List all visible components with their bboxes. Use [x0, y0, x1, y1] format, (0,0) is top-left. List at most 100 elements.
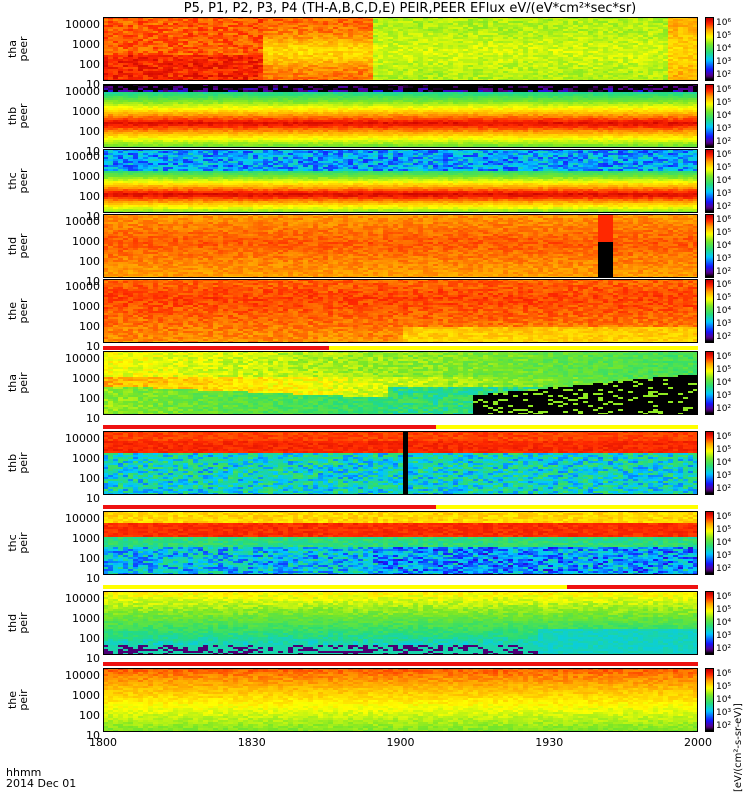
panel-ylabel: tha peer [6, 36, 30, 62]
ytick-label: 10000 [65, 592, 100, 605]
colorbar-tick-label: 10⁴ [716, 44, 732, 54]
colorbar-tick-label: 10⁶ [716, 352, 732, 362]
colorbar-tick-label: 10² [716, 202, 732, 212]
colorbar-tick-label: 10⁴ [716, 695, 732, 705]
colorbar-tick-label: 10⁶ [716, 592, 732, 602]
colorbar-tick-label: 10⁶ [716, 18, 732, 28]
colorbar-tick-label: 10⁵ [716, 163, 732, 173]
colorbar [705, 511, 714, 575]
spectrogram-thd-peer [103, 214, 698, 278]
spectrogram-tha-peer [103, 17, 698, 81]
panel-ylabel: thb peir [6, 452, 30, 474]
colorbar-tick-label: 10⁴ [716, 176, 732, 186]
spectrogram-the-peer [103, 279, 698, 343]
ytick-label: 10 [86, 652, 100, 665]
ytick-label: 100 [79, 255, 100, 268]
colorbar-tick-label: 10⁶ [716, 280, 732, 290]
ytick-label: 1000 [72, 300, 100, 313]
ytick-label: 10000 [65, 280, 100, 293]
colorbar-tick-label: 10³ [716, 708, 732, 718]
ytick-label: 10000 [65, 352, 100, 365]
colorbar [705, 84, 714, 148]
panel-ylabel: thd peir [6, 612, 30, 634]
colorbar-tick-label: 10⁵ [716, 445, 732, 455]
spectrogram-thc-peer [103, 149, 698, 213]
panel-ylabel: thc peer [6, 168, 30, 194]
colorbar [705, 591, 714, 655]
colorbar [705, 351, 714, 415]
panel-ylabel: thd peer [6, 233, 30, 259]
colorbar-tick-label: 10⁴ [716, 458, 732, 468]
spectrogram-thb-peir [103, 431, 698, 495]
status-strip [103, 505, 698, 509]
ytick-label: 1000 [72, 170, 100, 183]
spectrogram-thb-peer [103, 84, 698, 148]
ytick-label: 100 [79, 552, 100, 565]
xtick-label: 2000 [684, 736, 712, 749]
panel-ylabel: thb peer [6, 103, 30, 129]
ytick-label: 10 [86, 729, 100, 742]
colorbar-tick-label: 10⁵ [716, 293, 732, 303]
colorbar-tick-label: 10⁴ [716, 378, 732, 388]
colorbar-tick-label: 10² [716, 137, 732, 147]
ytick-label: 1000 [72, 689, 100, 702]
panel-ylabel: the peer [6, 298, 30, 324]
ytick-label: 1000 [72, 452, 100, 465]
ytick-label: 1000 [72, 372, 100, 385]
ytick-label: 10 [86, 210, 100, 223]
colorbar-tick-label: 10² [716, 70, 732, 80]
spectrogram-the-peir [103, 668, 698, 732]
ytick-label: 10 [86, 78, 100, 91]
colorbar-tick-label: 10⁵ [716, 605, 732, 615]
ytick-label: 100 [79, 320, 100, 333]
x-axis-unit-label: hhmm [6, 766, 42, 779]
status-strip [103, 346, 698, 350]
chart-title: P5, P1, P2, P3, P4 (TH-A,B,C,D,E) PEIR,P… [183, 1, 637, 16]
ytick-label: 10000 [65, 215, 100, 228]
ytick-label: 100 [79, 472, 100, 485]
colorbar-tick-label: 10⁴ [716, 538, 732, 548]
colorbar-tick-label: 10² [716, 404, 732, 414]
colorbar-tick-label: 10² [716, 564, 732, 574]
ytick-label: 100 [79, 632, 100, 645]
colorbar-tick-label: 10³ [716, 391, 732, 401]
colorbar-tick-label: 10⁵ [716, 525, 732, 535]
colorbar-tick-label: 10⁵ [716, 682, 732, 692]
ytick-label: 1000 [72, 38, 100, 51]
panel-ylabel: tha peir [6, 372, 30, 394]
colorbar-tick-label: 10² [716, 644, 732, 654]
colorbar-tick-label: 10³ [716, 631, 732, 641]
ytick-label: 100 [79, 709, 100, 722]
xtick-label: 1930 [535, 736, 564, 749]
colorbar-tick-label: 10⁶ [716, 150, 732, 160]
ytick-label: 10 [86, 340, 100, 353]
colorbar-tick-label: 10⁵ [716, 365, 732, 375]
colorbar-tick-label: 10² [716, 721, 732, 731]
spectrogram-tha-peir [103, 351, 698, 415]
colorbar-tick-label: 10³ [716, 471, 732, 481]
colorbar-tick-label: 10³ [716, 319, 732, 329]
colorbar-tick-label: 10³ [716, 551, 732, 561]
date-label: 2014 Dec 01 [6, 777, 77, 790]
spectrogram-thd-peir [103, 591, 698, 655]
colorbar-tick-label: 10³ [716, 254, 732, 264]
colorbar-tick-label: 10⁶ [716, 512, 732, 522]
ytick-label: 10 [86, 275, 100, 288]
colorbar [705, 214, 714, 278]
colorbar-tick-label: 10⁶ [716, 85, 732, 95]
ytick-label: 10000 [65, 150, 100, 163]
status-strip-segment [103, 505, 437, 509]
colorbar-tick-label: 10³ [716, 189, 732, 199]
ytick-label: 100 [79, 190, 100, 203]
panel-ylabel: thc peir [6, 532, 30, 554]
colorbar-tick-label: 10² [716, 484, 732, 494]
ytick-label: 1000 [72, 235, 100, 248]
ytick-label: 10000 [65, 669, 100, 682]
ytick-label: 10 [86, 572, 100, 585]
panel-ylabel: the peir [6, 689, 30, 711]
colorbar-tick-label: 10⁴ [716, 306, 732, 316]
ytick-label: 100 [79, 58, 100, 71]
colorbar [705, 668, 714, 732]
colorbar [705, 431, 714, 495]
colorbar-tick-label: 10⁵ [716, 98, 732, 108]
